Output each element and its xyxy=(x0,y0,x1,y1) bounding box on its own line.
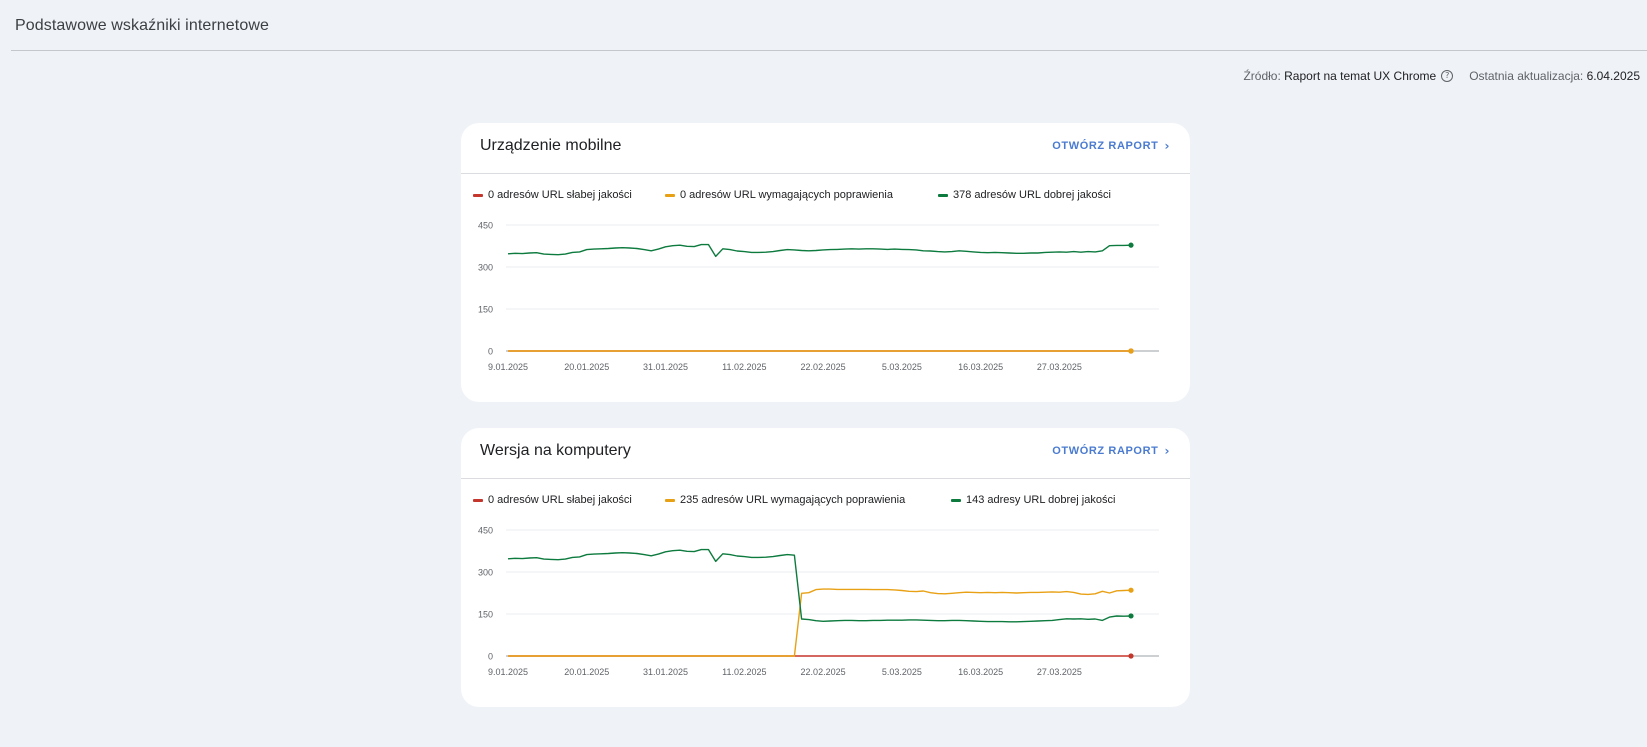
y-tick-label: 450 xyxy=(478,221,493,231)
legend-label: 0 adresów URL słabej jakości xyxy=(488,189,632,201)
y-tick-label: 0 xyxy=(488,347,493,357)
legend-item-poor[interactable]: 0 adresów URL słabej jakości xyxy=(473,189,632,201)
x-tick-label: 9.01.2025 xyxy=(488,667,528,677)
legend-item-needs-improvement[interactable]: 0 adresów URL wymagających poprawienia xyxy=(665,189,893,201)
x-tick-label: 27.03.2025 xyxy=(1037,667,1082,677)
open-report-label: OTWÓRZ RAPORT xyxy=(1052,140,1159,152)
help-icon[interactable]: ? xyxy=(1441,70,1454,82)
card-divider xyxy=(461,173,1190,174)
x-tick-label: 16.03.2025 xyxy=(958,667,1003,677)
legend-item-good[interactable]: 143 adresy URL dobrej jakości xyxy=(951,494,1115,506)
page-header: Podstawowe wskaźniki internetowe xyxy=(0,0,1647,51)
x-tick-label: 22.02.2025 xyxy=(801,667,846,677)
legend-swatch-good xyxy=(938,193,948,197)
x-tick-label: 31.01.2025 xyxy=(643,362,688,372)
legend-swatch-poor xyxy=(473,193,483,197)
series-endpoint xyxy=(1128,613,1134,619)
desktop-card: Wersja na komputery OTWÓRZ RAPORT › 0 ad… xyxy=(461,428,1190,707)
series-endpoint xyxy=(1128,242,1134,248)
chevron-right-icon: › xyxy=(1164,139,1170,153)
open-report-button[interactable]: OTWÓRZ RAPORT › xyxy=(1052,139,1170,153)
open-report-button[interactable]: OTWÓRZ RAPORT › xyxy=(1052,444,1170,458)
legend-label: 0 adresów URL wymagających poprawienia xyxy=(680,189,893,201)
source-label: Źródło: xyxy=(1243,69,1281,83)
header-divider xyxy=(11,50,1647,51)
series-line xyxy=(507,548,1132,623)
series-endpoint xyxy=(1128,653,1134,659)
x-tick-label: 5.03.2025 xyxy=(882,362,922,372)
y-tick-label: 0 xyxy=(488,652,493,662)
updated-value: 6.04.2025 xyxy=(1586,69,1640,83)
legend-swatch-good xyxy=(951,498,961,502)
legend-item-poor[interactable]: 0 adresów URL słabej jakości xyxy=(473,494,632,506)
page-title: Podstawowe wskaźniki internetowe xyxy=(15,17,269,34)
legend-swatch-needs-improvement xyxy=(665,193,675,197)
legend-item-needs-improvement[interactable]: 235 adresów URL wymagających poprawienia xyxy=(665,494,905,506)
x-tick-label: 20.01.2025 xyxy=(564,667,609,677)
x-tick-label: 5.03.2025 xyxy=(882,667,922,677)
legend-label: 235 adresów URL wymagających poprawienia xyxy=(680,494,906,506)
x-tick-label: 11.02.2025 xyxy=(722,362,766,372)
x-tick-label: 9.01.2025 xyxy=(488,362,528,372)
source-bar: Źródło: Raport na temat UX Chrome ? Osta… xyxy=(1243,69,1640,83)
mobile-card: Urządzenie mobilne OTWÓRZ RAPORT › 0 adr… xyxy=(461,123,1190,402)
x-tick-label: 27.03.2025 xyxy=(1037,362,1082,372)
legend-item-good[interactable]: 378 adresów URL dobrej jakości xyxy=(938,189,1111,201)
x-tick-label: 31.01.2025 xyxy=(643,667,688,677)
mobile-chart: 0 150 300 450 9.01.2025 20.01.2025 31.01.2025 1… xyxy=(478,221,1159,372)
card-divider xyxy=(461,478,1190,479)
open-report-label: OTWÓRZ RAPORT xyxy=(1052,445,1159,457)
y-tick-label: 150 xyxy=(478,610,493,620)
x-tick-label: 22.02.2025 xyxy=(801,362,846,372)
y-tick-label: 300 xyxy=(478,263,493,273)
updated-label: Ostatnia aktualizacja: xyxy=(1469,69,1584,83)
series-endpoint xyxy=(1128,587,1134,593)
x-tick-label: 11.02.2025 xyxy=(722,667,766,677)
legend-label: 0 adresów URL słabej jakości xyxy=(488,494,632,506)
card-title: Wersja na komputery xyxy=(480,442,631,459)
x-tick-label: 16.03.2025 xyxy=(958,362,1003,372)
series-endpoint xyxy=(1128,348,1134,354)
y-tick-label: 150 xyxy=(478,305,493,315)
series-line xyxy=(508,588,1132,657)
legend-swatch-needs-improvement xyxy=(665,498,675,502)
series-line xyxy=(507,243,1132,258)
chevron-right-icon: › xyxy=(1164,444,1170,458)
y-tick-label: 300 xyxy=(478,568,493,578)
legend-label: 143 adresy URL dobrej jakości xyxy=(966,494,1116,506)
y-tick-label: 450 xyxy=(478,526,493,536)
x-tick-label: 20.01.2025 xyxy=(564,362,609,372)
desktop-chart: 0 150 300 450 9.01.2025 20.01.2025 31.01.2025 1… xyxy=(478,526,1159,677)
source-value: Raport na temat UX Chrome xyxy=(1284,69,1437,83)
legend-swatch-poor xyxy=(473,498,483,502)
card-title: Urządzenie mobilne xyxy=(480,137,622,154)
legend-label: 378 adresów URL dobrej jakości xyxy=(953,189,1111,201)
